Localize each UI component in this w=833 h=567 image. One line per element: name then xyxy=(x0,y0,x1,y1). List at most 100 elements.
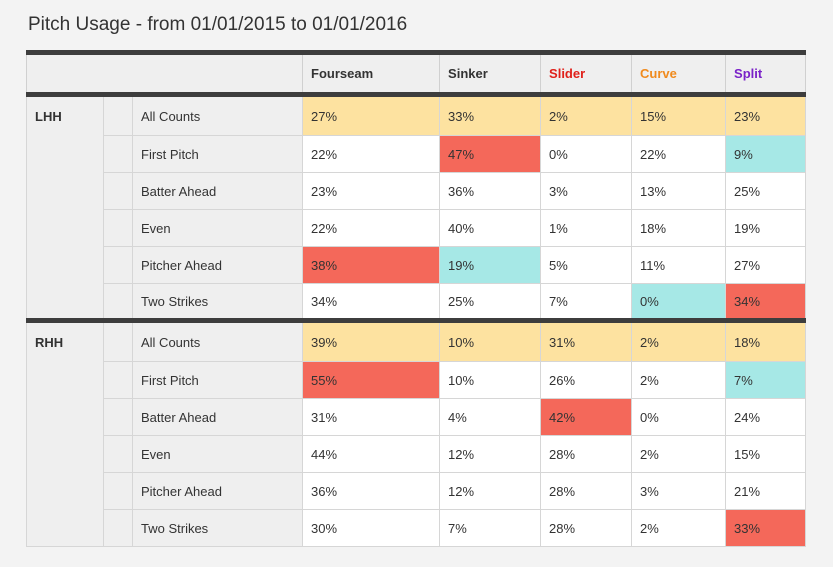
usage-cell: 0% xyxy=(631,283,727,321)
usage-cell: 19% xyxy=(439,246,542,284)
count-label: Two Strikes xyxy=(131,509,304,547)
usage-cell: 33% xyxy=(439,92,542,136)
table-row: RHH All Counts 39% 10% 31% 2% 18% xyxy=(26,318,807,547)
table-row: First Pitch 55% 10% 26% 2% 7% xyxy=(27,361,807,399)
usage-cell: 10% xyxy=(439,318,542,362)
count-label: All Counts xyxy=(131,318,304,362)
usage-cell: 1% xyxy=(540,209,633,247)
header-pitch-2[interactable]: Slider xyxy=(540,50,633,97)
spacer-cell xyxy=(103,172,133,210)
header-pitch-1[interactable]: Sinker xyxy=(439,50,542,97)
count-label: All Counts xyxy=(131,92,304,136)
count-label: Batter Ahead xyxy=(131,172,304,210)
spacer-cell xyxy=(103,472,133,510)
usage-cell: 22% xyxy=(631,135,727,173)
usage-cell: 27% xyxy=(725,246,807,284)
usage-cell: 13% xyxy=(631,172,727,210)
usage-cell: 25% xyxy=(725,172,807,210)
usage-cell: 30% xyxy=(302,509,441,547)
usage-cell: 19% xyxy=(725,209,807,247)
count-label: Pitcher Ahead xyxy=(131,472,304,510)
group-rhh: RHH All Counts 39% 10% 31% 2% 18% First Pitch 55… xyxy=(26,318,807,547)
usage-cell: 7% xyxy=(725,361,807,399)
hand-label: RHH xyxy=(26,318,104,547)
usage-cell: 15% xyxy=(631,92,727,136)
usage-cell: 2% xyxy=(631,435,727,473)
usage-cell: 28% xyxy=(540,472,633,510)
pitch-usage-table: Fourseam Sinker Slider Curve Split LHH Al… xyxy=(25,50,807,547)
usage-cell: 7% xyxy=(439,509,542,547)
usage-cell: 22% xyxy=(302,135,441,173)
usage-cell: 2% xyxy=(631,318,727,362)
usage-cell: 4% xyxy=(439,398,542,436)
usage-cell: 34% xyxy=(725,283,807,321)
spacer-cell xyxy=(103,135,133,173)
usage-cell: 47% xyxy=(439,135,542,173)
usage-cell: 0% xyxy=(631,398,727,436)
header-blank-cell xyxy=(25,50,303,97)
usage-cell: 3% xyxy=(631,472,727,510)
table-row: Batter Ahead 31% 4% 42% 0% 24% xyxy=(27,398,807,436)
header-pitch-4[interactable]: Split xyxy=(725,50,807,97)
spacer-cell xyxy=(103,509,133,547)
spacer-cell xyxy=(103,283,133,321)
header-row: Fourseam Sinker Slider Curve Split xyxy=(25,50,807,97)
usage-cell: 5% xyxy=(540,246,633,284)
table-row: Two Strikes 34% 25% 7% 0% 34% xyxy=(27,283,807,321)
usage-cell: 26% xyxy=(540,361,633,399)
usage-cell: 28% xyxy=(540,435,633,473)
spacer-cell xyxy=(103,92,133,136)
hand-label: LHH xyxy=(26,92,104,321)
usage-cell: 40% xyxy=(439,209,542,247)
usage-cell: 12% xyxy=(439,435,542,473)
count-label: Batter Ahead xyxy=(131,398,304,436)
usage-cell: 11% xyxy=(631,246,727,284)
usage-cell: 21% xyxy=(725,472,807,510)
table-row: Even 22% 40% 1% 18% 19% xyxy=(27,209,807,247)
count-label: Even xyxy=(131,209,304,247)
spacer-cell xyxy=(103,435,133,473)
table-row: Pitcher Ahead 38% 19% 5% 11% 27% xyxy=(27,246,807,284)
usage-cell: 34% xyxy=(302,283,441,321)
pitch-usage-table-container: Fourseam Sinker Slider Curve Split LHH Al… xyxy=(25,50,807,547)
usage-cell: 39% xyxy=(302,318,441,362)
table-row: Two Strikes 30% 7% 28% 2% 33% xyxy=(27,509,807,547)
usage-cell: 28% xyxy=(540,509,633,547)
usage-cell: 38% xyxy=(302,246,441,284)
count-label: Even xyxy=(131,435,304,473)
table-row: Even 44% 12% 28% 2% 15% xyxy=(27,435,807,473)
spacer-cell xyxy=(103,318,133,362)
usage-cell: 36% xyxy=(439,172,542,210)
spacer-cell xyxy=(103,246,133,284)
usage-cell: 7% xyxy=(540,283,633,321)
spacer-cell xyxy=(103,398,133,436)
usage-cell: 23% xyxy=(725,92,807,136)
count-label: First Pitch xyxy=(131,361,304,399)
usage-cell: 55% xyxy=(302,361,441,399)
count-label: Pitcher Ahead xyxy=(131,246,304,284)
usage-cell: 0% xyxy=(540,135,633,173)
usage-cell: 24% xyxy=(725,398,807,436)
usage-cell: 23% xyxy=(302,172,441,210)
usage-cell: 22% xyxy=(302,209,441,247)
usage-cell: 2% xyxy=(540,92,633,136)
usage-cell: 36% xyxy=(302,472,441,510)
count-label: First Pitch xyxy=(131,135,304,173)
group-lhh: LHH All Counts 27% 33% 2% 15% 23% First Pitch 22… xyxy=(26,92,807,321)
header-pitch-0[interactable]: Fourseam xyxy=(302,50,441,97)
count-label: Two Strikes xyxy=(131,283,304,321)
usage-cell: 25% xyxy=(439,283,542,321)
spacer-cell xyxy=(103,209,133,247)
usage-cell: 31% xyxy=(540,318,633,362)
usage-cell: 31% xyxy=(302,398,441,436)
usage-cell: 3% xyxy=(540,172,633,210)
usage-cell: 15% xyxy=(725,435,807,473)
table-row: First Pitch 22% 47% 0% 22% 9% xyxy=(27,135,807,173)
usage-cell: 18% xyxy=(725,318,807,362)
table-header: Fourseam Sinker Slider Curve Split xyxy=(25,50,807,97)
header-pitch-3[interactable]: Curve xyxy=(631,50,727,97)
usage-cell: 33% xyxy=(725,509,807,547)
usage-cell: 2% xyxy=(631,509,727,547)
table-row: Pitcher Ahead 36% 12% 28% 3% 21% xyxy=(27,472,807,510)
usage-cell: 12% xyxy=(439,472,542,510)
